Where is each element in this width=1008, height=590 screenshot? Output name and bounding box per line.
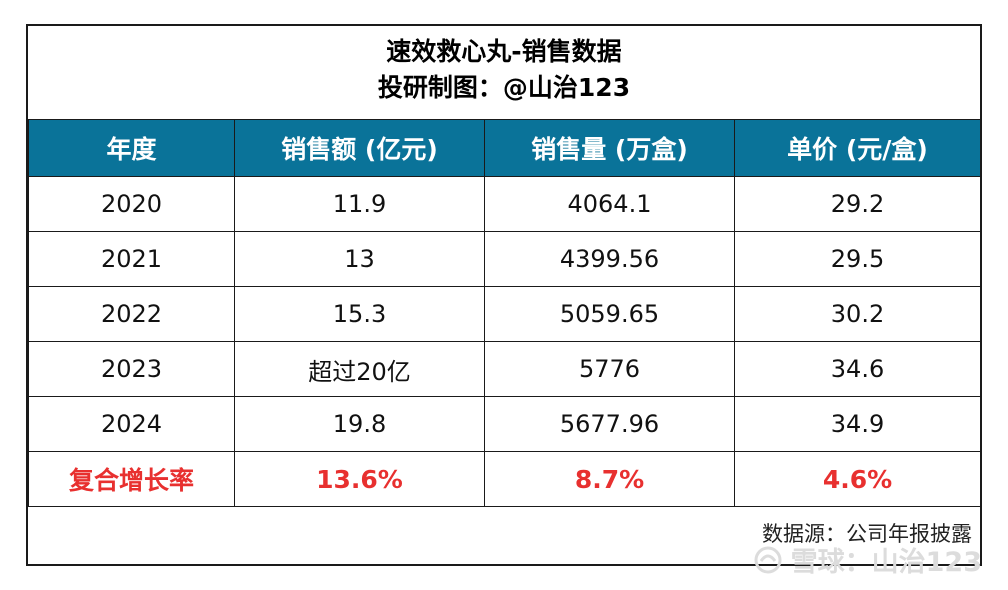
cell-year: 2023: [28, 341, 235, 397]
cell-unit-price: 34.9: [734, 396, 981, 452]
header-revenue: 销售额 (亿元): [234, 119, 485, 177]
table-title: 速效救心丸-销售数据: [386, 37, 622, 66]
title-box: 速效救心丸-销售数据 投研制图：@山治123: [28, 26, 980, 119]
cell-year: 2022: [28, 286, 235, 342]
table-row: 2023 超过20亿 5776 34.6: [28, 341, 981, 397]
header-year: 年度: [28, 119, 235, 177]
cell-revenue: 19.8: [234, 396, 485, 452]
watermark-text: 雪球：山治123: [790, 547, 982, 578]
cell-unit-price: 29.2: [734, 176, 981, 232]
table-row: 2021 13 4399.56 29.5: [28, 231, 981, 287]
growth-unit-price: 4.6%: [734, 451, 981, 507]
table-row: 2022 15.3 5059.65 30.2: [28, 286, 981, 342]
table-subtitle: 投研制图：@山治123: [377, 73, 631, 102]
cell-revenue: 11.9: [234, 176, 485, 232]
snowball-logo-icon: [754, 546, 782, 573]
growth-revenue: 13.6%: [234, 451, 485, 507]
header-unit-price: 单价 (元/盒): [734, 119, 981, 177]
cell-volume: 5059.65: [484, 286, 735, 342]
source-note: 数据源：公司年报披露: [762, 522, 972, 546]
cell-revenue: 15.3: [234, 286, 485, 342]
cell-volume: 5677.96: [484, 396, 735, 452]
header-volume: 销售量 (万盒): [484, 119, 735, 177]
cell-year: 2021: [28, 231, 235, 287]
cell-revenue: 13: [234, 231, 485, 287]
sales-table-frame: 速效救心丸-销售数据 投研制图：@山治123 年度 销售额 (亿元) 销售量 (…: [26, 24, 982, 566]
growth-volume: 8.7%: [484, 451, 735, 507]
cell-volume: 4399.56: [484, 231, 735, 287]
cell-unit-price: 29.5: [734, 231, 981, 287]
table-row: 2024 19.8 5677.96 34.9: [28, 396, 981, 452]
watermark: 雪球：山治123: [753, 540, 982, 579]
growth-label: 复合增长率: [28, 451, 235, 507]
header-row: 年度 销售额 (亿元) 销售量 (万盒) 单价 (元/盒): [28, 119, 981, 177]
cell-unit-price: 30.2: [734, 286, 981, 342]
cell-year: 2020: [28, 176, 235, 232]
cell-unit-price: 34.6: [734, 341, 981, 397]
table-row: 2020 11.9 4064.1 29.2: [28, 176, 981, 232]
sales-table: 年度 销售额 (亿元) 销售量 (万盒) 单价 (元/盒) 2020 11.9 …: [28, 119, 981, 507]
cell-revenue: 超过20亿: [234, 341, 485, 397]
cell-volume: 4064.1: [484, 176, 735, 232]
cell-volume: 5776: [484, 341, 735, 397]
cell-year: 2024: [28, 396, 235, 452]
growth-row: 复合增长率 13.6% 8.7% 4.6%: [28, 451, 981, 507]
